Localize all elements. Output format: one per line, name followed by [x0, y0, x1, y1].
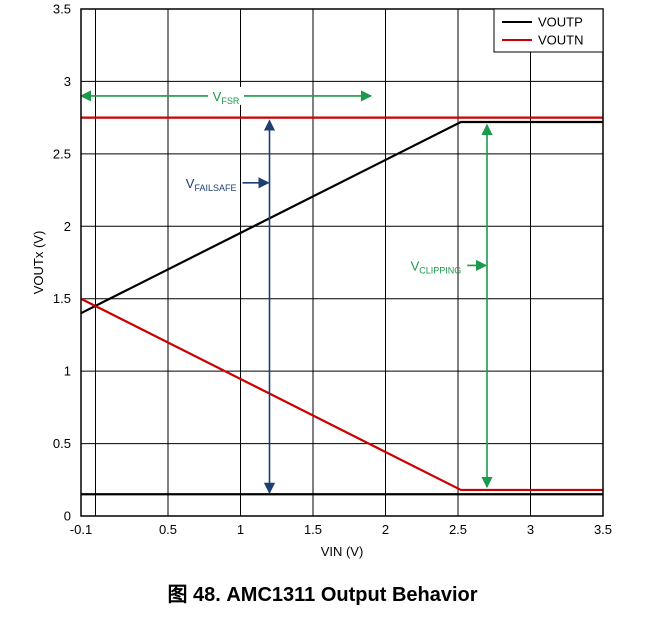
y-tick-label: 3.5 [53, 2, 71, 17]
annotations: VFSR VFAILSAFE VCLIPPING [79, 86, 493, 494]
y-tick-label: 1.5 [53, 291, 71, 306]
y-tick-label: 2.5 [53, 146, 71, 161]
annotation-label-fsr: VFSR [213, 89, 240, 106]
y-axis-label: VOUTx (V) [31, 231, 46, 295]
reference-lines [81, 116, 603, 496]
series-lines [80, 120, 603, 492]
legend-box [493, 8, 604, 53]
x-tick-label: 1.5 [304, 522, 322, 537]
x-axis-label: VIN (V) [321, 544, 364, 559]
x-tick-label: 2.5 [449, 522, 467, 537]
legend-label-voutn: VOUTN [538, 33, 584, 48]
y-tick-label: 0.5 [53, 436, 71, 451]
legend: VOUTP VOUTN [493, 8, 604, 53]
y-tick-label: 3 [64, 74, 71, 89]
annotation-label-bg [208, 86, 244, 105]
x-tick-label: 3.5 [594, 522, 612, 537]
series-line-voutp [80, 120, 603, 315]
plot-frame [80, 8, 604, 517]
y-tick-label: 1 [64, 364, 71, 379]
tick-labels: -0.1 0.5 1 1.5 2 2.5 3 3.5 0 0.5 1 1.5 2 2.5 3 3.5 [53, 2, 612, 538]
annotation-label-failsafe: VFAILSAFE [186, 176, 237, 193]
legend-label-voutp: VOUTP [538, 15, 583, 30]
x-tick-label: -0.1 [70, 522, 92, 537]
annotation-label-clipping: VCLIPPING [411, 258, 462, 275]
x-tick-label: 0.5 [159, 522, 177, 537]
y-tick-label: 0 [64, 509, 71, 524]
x-tick-label: 3 [527, 522, 534, 537]
x-tick-label: 2 [382, 522, 389, 537]
chart: VFSR VFAILSAFE VCLIPPING -0.1 0.5 1 1.5 2 2.5 3 3… [31, 2, 612, 560]
figure-caption: 图 48. AMC1311 Output Behavior [167, 584, 478, 606]
grid [80, 8, 603, 517]
series-line-voutn [80, 297, 603, 492]
x-tick-label: 1 [237, 522, 244, 537]
y-tick-label: 2 [64, 219, 71, 234]
